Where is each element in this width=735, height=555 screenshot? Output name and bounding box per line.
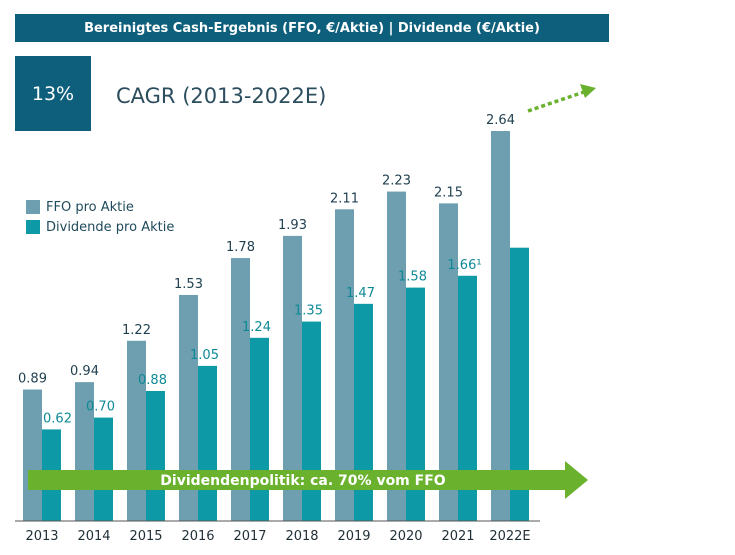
bar-dividend-2016 <box>198 365 217 521</box>
x-tick-2021: 2021 <box>441 529 474 544</box>
cagr-label: CAGR (2013-2022E) <box>116 84 327 108</box>
data-label-dividend-2016: 1.05 <box>190 348 219 363</box>
bar-ffo-2018 <box>283 235 302 522</box>
bar-dividend-2022E <box>510 247 529 522</box>
data-label-dividend-2013: 0.62 <box>43 411 72 426</box>
data-label-ffo-2014: 0.94 <box>70 364 99 379</box>
data-label-ffo-2020: 2.23 <box>382 174 411 189</box>
x-tick-2013: 2013 <box>25 529 58 544</box>
data-label-ffo-2016: 1.53 <box>174 277 203 292</box>
cagr-value-box: 13% <box>15 56 91 131</box>
x-tick-2015: 2015 <box>129 529 162 544</box>
x-tick-2018: 2018 <box>285 529 318 544</box>
bar-ffo-2015 <box>127 340 146 521</box>
data-label-ffo-2015: 1.22 <box>122 323 151 338</box>
bar-dividend-2021 <box>458 275 477 521</box>
data-label-ffo-2022E: 2.64 <box>486 113 515 128</box>
data-label-ffo-2017: 1.78 <box>226 240 255 255</box>
data-label-dividend-2019: 1.47 <box>346 286 375 301</box>
data-label-dividend-2018: 1.35 <box>294 304 323 319</box>
data-label-dividend-2015: 0.88 <box>138 373 167 388</box>
bar-dividend-2017 <box>250 337 269 521</box>
legend-item-ffo: FFO pro Aktie <box>26 197 174 217</box>
x-tick-2016: 2016 <box>181 529 214 544</box>
legend-swatch-ffo <box>26 200 40 214</box>
data-label-dividend-2021: 1.66¹ <box>447 258 481 273</box>
x-tick-2020: 2020 <box>389 529 422 544</box>
data-label-ffo-2013: 0.89 <box>18 372 47 387</box>
bar-dividend-2014 <box>94 417 113 521</box>
x-tick-2022E: 2022E <box>489 529 530 544</box>
bar-ffo-2022E <box>491 131 510 521</box>
x-tick-2017: 2017 <box>233 529 266 544</box>
legend-label-ffo: FFO pro Aktie <box>46 199 134 215</box>
trend-arrow-line <box>527 90 585 113</box>
legend-swatch-dividend <box>26 220 40 234</box>
x-tick-2019: 2019 <box>337 529 370 544</box>
bar-dividend-2020 <box>406 287 425 521</box>
data-label-ffo-2019: 2.11 <box>330 191 359 206</box>
data-label-dividend-2017: 1.24 <box>242 320 271 335</box>
chart-header: Bereinigtes Cash-Ergebnis (FFO, €/Aktie)… <box>15 14 609 42</box>
bar-ffo-2019 <box>335 209 354 521</box>
policy-arrow-shape <box>28 461 588 499</box>
x-tick-2014: 2014 <box>77 529 110 544</box>
bar-dividend-2019 <box>354 303 373 521</box>
bar-ffo-2021 <box>439 203 458 522</box>
bar-ffo-2017 <box>231 258 250 521</box>
bar-ffo-2016 <box>179 294 198 521</box>
data-label-ffo-2021: 2.15 <box>434 185 463 200</box>
legend-item-dividend: Dividende pro Aktie <box>26 217 174 237</box>
legend-label-dividend: Dividende pro Aktie <box>46 219 175 235</box>
bar-ffo-2020 <box>387 191 406 521</box>
data-label-dividend-2014: 0.70 <box>86 400 115 415</box>
bar-dividend-2018 <box>302 321 321 521</box>
bar-ffo-2013 <box>23 389 42 521</box>
policy-arrow-text: Dividendenpolitik: ca. 70% vom FFO <box>160 473 445 489</box>
data-label-ffo-2018: 1.93 <box>278 218 307 233</box>
data-label-dividend-2020: 1.58 <box>398 270 427 285</box>
chart-legend: FFO pro Aktie Dividende pro Aktie <box>26 197 174 237</box>
trend-arrow-head <box>580 84 596 98</box>
bar-dividend-2015 <box>146 391 165 521</box>
